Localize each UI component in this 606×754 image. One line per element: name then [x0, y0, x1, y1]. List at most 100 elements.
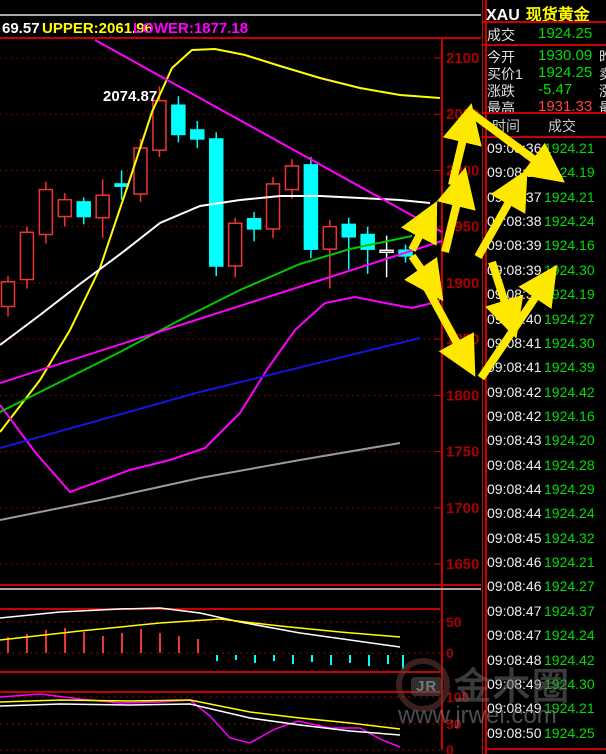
tick-price: 1924.24 [544, 627, 595, 644]
tick-price: 1924.21 [544, 140, 595, 156]
tick-price: 1924.20 [544, 432, 595, 449]
tick-price: 1924.19 [544, 164, 595, 181]
divider [486, 748, 606, 750]
tick-row: 09:08:48 1924.42 [482, 652, 606, 676]
clipped-next-column: 涨 [599, 81, 606, 101]
tick-price: 1924.42 [544, 383, 595, 400]
tick-price: 1924.19 [544, 286, 595, 303]
boll-upper-readout: UPPER:2061.96 [42, 20, 153, 37]
symbol-name: 现货黄金 [525, 7, 590, 24]
tick-row: 09:08:37 1924.21 [482, 189, 606, 213]
tick-row: 09:08:39 1924.19 [482, 286, 606, 310]
tick-price: 1924.29 [544, 481, 595, 498]
tick-time: 09:08:44 [487, 481, 542, 498]
tick-price: 1924.37 [544, 602, 595, 619]
clipped-next-column: 卖 [599, 64, 606, 84]
tick-row: 09:08:42 1924.16 [482, 408, 606, 432]
tick-time: 09:08:46 [487, 578, 542, 595]
tick-row: 09:08:42 1924.42 [482, 384, 606, 408]
tick-price: 1924.39 [544, 359, 595, 376]
clipped-next-column: 最 [599, 98, 606, 118]
tick-time: 09:08:48 [487, 651, 542, 668]
tick-row: 09:08:39 1924.30 [482, 262, 606, 286]
tick-price: 1924.32 [544, 529, 595, 546]
tick-time: 09:08:37 [487, 164, 542, 181]
tick-row: 09:08:50 1924.25 [482, 725, 606, 749]
tick-time: 09:08:49 [487, 675, 542, 692]
tick-row: 09:08:49 1924.21 [482, 700, 606, 724]
tick-time: 09:08:40 [487, 310, 542, 327]
svg-text:2100: 2100 [446, 50, 479, 67]
tick-price: 1924.24 [544, 505, 595, 522]
tick-price: 1924.42 [544, 651, 595, 668]
tick-row: 09:08:39 1924.16 [482, 237, 606, 261]
svg-text:0: 0 [446, 742, 454, 754]
tick-row: 09:08:41 1924.39 [482, 359, 606, 383]
symbol-code: XAU [486, 7, 520, 24]
tick-row: 09:08:44 1924.29 [482, 481, 606, 505]
tick-time: 09:08:38 [487, 213, 542, 230]
svg-text:50: 50 [446, 716, 462, 732]
tick-time: 09:08:39 [487, 286, 542, 303]
tick-time: 09:08:44 [487, 505, 542, 522]
price-column-header: 成交 [548, 118, 576, 134]
quote-value: 1924.25 [538, 64, 593, 81]
tick-time: 09:08:41 [487, 359, 542, 376]
quote-label: 最高 [487, 100, 515, 116]
tick-row: 09:08:46 1924.27 [482, 578, 606, 602]
tick-time: 09:08:50 [487, 724, 542, 741]
chart-hud: 69.57 UPPER:2061.96 LOWER:1877.18 2074.8… [2, 20, 249, 105]
tick-time: 09:08:42 [487, 407, 542, 424]
tick-row: 09:08:45 1924.32 [482, 530, 606, 554]
quote-label: 买价1 [487, 66, 523, 82]
tick-row: 09:08:36 1924.21 [482, 140, 606, 164]
tick-price: 1924.16 [544, 237, 595, 254]
divider [482, 136, 606, 138]
tick-row: 09:08:44 1924.28 [482, 457, 606, 481]
tick-price: 1924.30 [544, 334, 595, 351]
tick-row: 09:08:41 1924.30 [482, 335, 606, 359]
quote-label: 今开 [487, 49, 515, 65]
svg-text:0: 0 [446, 645, 454, 661]
tick-row: 09:08:46 1924.21 [482, 554, 606, 578]
boll-lower-readout: LOWER:1877.18 [133, 20, 249, 37]
quote-row-deal: 成交 1924.25 [482, 25, 606, 43]
svg-text:100: 100 [446, 689, 470, 705]
quote-label: 涨跌 [487, 83, 515, 99]
tick-time: 09:08:47 [487, 627, 542, 644]
tick-list[interactable]: 09:08:36 1924.21 09:08:37 1924.19 09:08:37 19… [482, 140, 606, 750]
quote-value: -5.47 [538, 81, 573, 98]
svg-text:1650: 1650 [446, 556, 479, 573]
tick-list-header: 时间 成交 [482, 116, 606, 134]
tick-price: 1924.21 [544, 700, 595, 717]
tick-row: 09:08:47 1924.37 [482, 603, 606, 627]
clipped-next-column: 昨 [599, 47, 606, 67]
tick-time: 09:08:46 [487, 554, 542, 571]
tick-time: 09:08:47 [487, 602, 542, 619]
quote-panel: XAU 现货黄金 成交 1924.25 今开 1930.09 昨 买价1 1924… [482, 0, 606, 754]
svg-text:50: 50 [446, 614, 462, 630]
tick-row: 09:08:49 1924.30 [482, 676, 606, 700]
tick-row: 09:08:38 1924.24 [482, 213, 606, 237]
divider [482, 112, 606, 114]
tick-time: 09:08:49 [487, 700, 542, 717]
peak-price-label: 2074.87 [103, 88, 158, 105]
tick-row: 09:08:37 1924.19 [482, 164, 606, 188]
tick-time: 09:08:37 [487, 188, 542, 205]
tick-time: 09:08:36 [487, 140, 542, 156]
instrument-title: XAU 现货黄金 [486, 1, 590, 25]
quote-row-open: 今开 1930.09 昨 [482, 47, 606, 67]
boll-mid-readout: 69.57 [2, 20, 40, 37]
tick-time: 09:08:42 [487, 383, 542, 400]
tick-price: 1924.24 [544, 213, 595, 230]
tick-time: 09:08:39 [487, 261, 542, 278]
svg-text:1800: 1800 [446, 387, 479, 404]
quote-label: 成交 [487, 27, 515, 43]
divider [482, 21, 606, 23]
tick-row: 09:08:44 1924.24 [482, 505, 606, 529]
tick-price: 1924.27 [544, 310, 595, 327]
tick-price: 1924.28 [544, 456, 595, 473]
tick-price: 1924.21 [544, 188, 595, 205]
svg-text:1750: 1750 [446, 444, 479, 461]
